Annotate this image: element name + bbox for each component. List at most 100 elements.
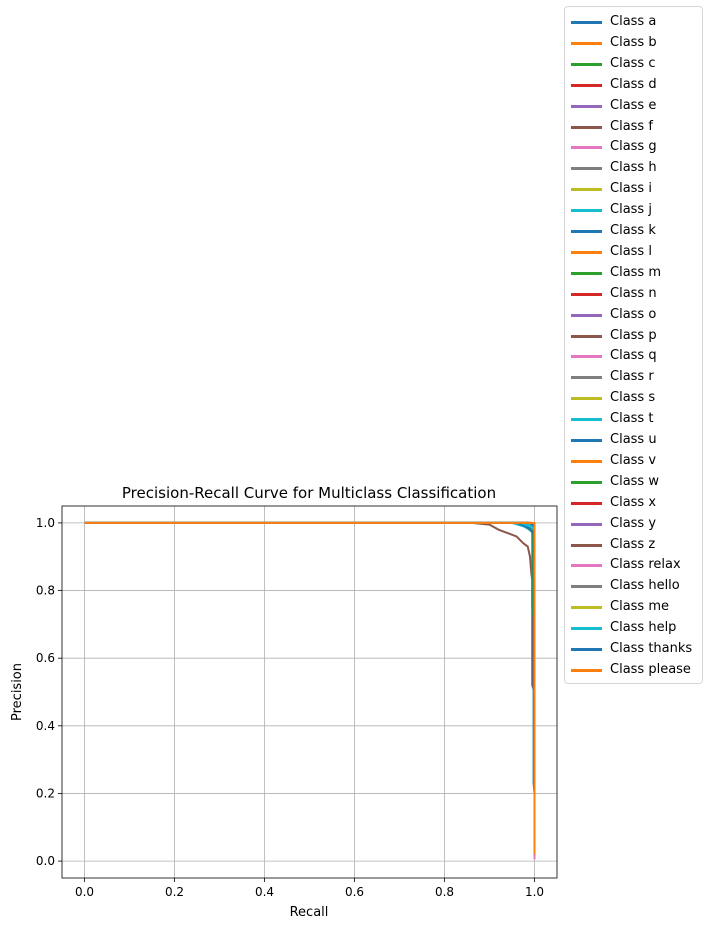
y-tick-label: 1.0 (36, 516, 55, 530)
series-line-19 (84, 521, 536, 855)
legend-label: Class f (610, 118, 653, 134)
y-tick-label: 0.0 (36, 854, 55, 868)
grid (62, 506, 557, 878)
legend-label: Class t (610, 411, 654, 427)
series-lines (84, 521, 536, 860)
legend-swatch (571, 355, 602, 359)
legend-swatch (571, 209, 602, 213)
chart-title: Precision-Recall Curve for Multiclass Cl… (122, 484, 496, 502)
legend-item: Class l (565, 242, 702, 262)
legend-label: Class please (610, 661, 691, 677)
legend-swatch (571, 668, 602, 672)
legend-swatch (571, 230, 602, 233)
legend-item: Class x (565, 493, 702, 513)
series-line-1 (84, 521, 536, 858)
legend-item: Class relax (565, 555, 702, 575)
legend-label: Class d (610, 76, 657, 92)
legend-item: Class t (565, 409, 702, 429)
series-line-23 (84, 521, 536, 855)
legend-swatch (571, 125, 602, 129)
legend-item: Class y (565, 514, 702, 534)
legend-swatch (571, 564, 602, 568)
legend-label: Class relax (610, 557, 681, 573)
legend-label: Class b (610, 34, 657, 50)
legend-item: Class w (565, 472, 702, 492)
y-tick-label: 0.6 (36, 651, 55, 665)
legend-label: Class x (610, 494, 657, 510)
y-tick-label: 0.4 (36, 719, 55, 733)
legend-item: Class a (565, 12, 702, 32)
legend-item: Class b (565, 33, 702, 53)
legend-label: Class l (610, 243, 652, 259)
legend-label: Class me (610, 599, 669, 615)
legend-item: Class please (565, 660, 702, 680)
series-line-12 (84, 521, 536, 855)
legend-item: Class z (565, 535, 702, 555)
legend: Class a Class b Class c Class d Class e Class… (564, 6, 703, 684)
legend-label: Class k (610, 223, 656, 238)
legend-label: Class hello (610, 578, 680, 594)
legend-label: Class o (610, 306, 657, 322)
legend-item: Class f (565, 117, 702, 137)
series-line-5 (84, 521, 536, 858)
x-tick-label: 0.8 (435, 885, 454, 899)
legend-swatch (571, 648, 602, 651)
series-line-15 (84, 521, 536, 855)
series-line-8 (84, 521, 536, 855)
legend-swatch (571, 334, 602, 338)
y-axis-label: Precision (10, 663, 25, 721)
legend-swatch (571, 627, 602, 631)
x-tick-label: 0.2 (165, 885, 184, 899)
legend-label: Class g (610, 139, 657, 155)
legend-item: Class s (565, 388, 702, 408)
legend-swatch (571, 21, 602, 24)
y-tick-label: 0.2 (36, 786, 55, 800)
x-tick-label: 0.0 (75, 885, 94, 899)
legend-item: Class o (565, 305, 702, 325)
series-line-11 (84, 521, 536, 855)
legend-label: Class thanks (610, 641, 693, 656)
legend-label: Class u (610, 432, 657, 447)
legend-swatch (571, 397, 602, 401)
series-line-14 (84, 521, 536, 855)
x-tick-label: 0.6 (345, 885, 364, 899)
legend-swatch (571, 376, 602, 380)
legend-swatch (571, 41, 602, 45)
legend-swatch (571, 250, 602, 254)
series-line-2 (84, 521, 536, 858)
legend-swatch (571, 522, 602, 526)
legend-item: Class hello (565, 576, 702, 596)
legend-item: Class n (565, 284, 702, 304)
legend-swatch (571, 188, 602, 192)
legend-item: Class d (565, 75, 702, 95)
series-line-13 (84, 521, 536, 855)
legend-label: Class p (610, 327, 657, 343)
legend-label: Class a (610, 14, 657, 29)
legend-item: Class k (565, 221, 702, 241)
legend-swatch (571, 459, 602, 463)
legend-item: Class e (565, 96, 702, 116)
x-axis-label: Recall (290, 905, 329, 920)
axes (61, 505, 558, 879)
legend-label: Class help (610, 620, 677, 636)
legend-item: Class me (565, 597, 702, 617)
axes-frame (61, 505, 558, 879)
y-axis-ticks: 0.0 0.2 0.4 0.6 0.8 1.0 (36, 516, 62, 868)
legend-swatch (571, 104, 602, 108)
x-tick-label: 0.4 (255, 885, 274, 899)
legend-item: Class j (565, 200, 702, 220)
legend-swatch (571, 480, 602, 484)
legend-item: Class q (565, 346, 702, 366)
legend-label: Class h (610, 160, 657, 176)
series-line-10 (84, 521, 536, 855)
legend-label: Class y (610, 515, 657, 531)
legend-swatch (571, 167, 602, 171)
series-line-27 (84, 521, 536, 858)
series-line-25 (84, 521, 536, 855)
series-line-21 (84, 521, 536, 855)
legend-item: Class m (565, 263, 702, 283)
series-line-29 (84, 521, 536, 855)
legend-swatch (571, 606, 602, 610)
legend-label: Class e (610, 97, 657, 113)
